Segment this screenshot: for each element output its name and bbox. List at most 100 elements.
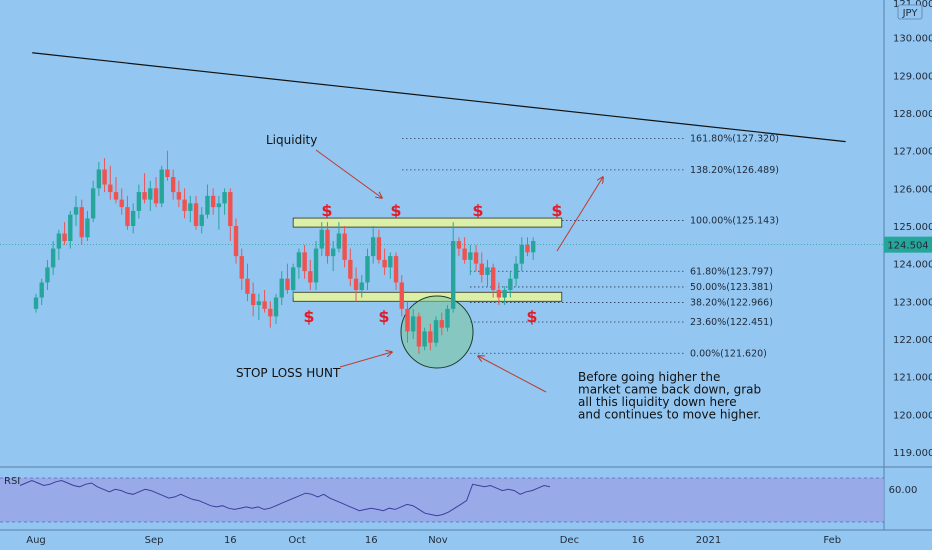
candle-down <box>210 195 216 208</box>
fib-level-label: 61.80%(123.797) <box>690 266 773 277</box>
candle-up <box>205 195 210 215</box>
fib-level-label: 38.20%(122.966) <box>690 298 773 309</box>
y-tick-label: 120.000 <box>893 410 932 421</box>
explanation-note-line: all this liquidity down here <box>578 395 737 409</box>
candle-up <box>45 267 50 283</box>
x-tick-label: Dec <box>560 535 579 546</box>
current-price-label: 124.504 <box>887 241 928 252</box>
liquidity-arrow <box>315 149 382 198</box>
current-price-tag <box>884 236 932 253</box>
candle-down <box>182 199 187 211</box>
candle-down <box>342 233 347 260</box>
candle-down <box>113 192 119 200</box>
candle-up <box>199 214 204 226</box>
candle-up <box>468 252 473 260</box>
candle-down <box>325 229 330 257</box>
candle-up <box>256 301 262 306</box>
candle-up <box>290 267 296 290</box>
target-arrow <box>556 177 603 252</box>
candle-down <box>473 252 479 264</box>
candle-up <box>136 192 142 211</box>
stop-loss-hunt-label: STOP LOSS HUNT <box>236 366 341 380</box>
candle-down <box>439 320 444 328</box>
candle-up <box>279 278 284 298</box>
liquidity-label: Liquidity <box>266 133 317 147</box>
x-tick-label: Nov <box>428 535 448 546</box>
candle-down <box>308 271 313 283</box>
candle-up <box>422 331 427 347</box>
y-tick-label: 128.000 <box>893 109 932 120</box>
candle-up <box>410 316 416 332</box>
liquidity-dollar-sign: $ <box>378 307 389 326</box>
candle-down <box>491 267 496 290</box>
x-tick-label: Oct <box>288 535 305 546</box>
candle-down <box>399 282 404 309</box>
candle-up <box>96 169 102 189</box>
y-tick-label: 122.000 <box>893 335 932 346</box>
fib-level-label: 138.20%(126.489) <box>690 165 779 176</box>
fib-level-label: 50.00%(123.381) <box>690 282 773 293</box>
candle-down <box>170 177 176 193</box>
candle-down <box>125 207 130 226</box>
candle-down <box>228 192 233 226</box>
y-tick-label: 126.000 <box>893 184 932 195</box>
explanation-note-line: and continues to move higher. <box>578 408 761 422</box>
candle-up <box>222 192 227 204</box>
currency-label: JPY <box>902 8 919 19</box>
candle-up <box>388 256 393 268</box>
x-tick-label: Aug <box>26 535 46 546</box>
y-tick-label: 123.000 <box>893 297 932 308</box>
explanation-note-line: Before going higher the <box>578 370 720 384</box>
liquidity-dollar-sign: $ <box>321 201 332 220</box>
candle-down <box>239 256 244 279</box>
candle-up <box>85 218 90 238</box>
candle-down <box>262 301 267 309</box>
candle-down <box>479 263 484 275</box>
candle-down <box>302 252 307 272</box>
x-tick-label: 16 <box>365 535 378 546</box>
candle-up <box>485 267 490 275</box>
x-tick-label: Feb <box>823 535 841 546</box>
candle-up <box>50 248 56 268</box>
fib-level-label: 100.00%(125.143) <box>690 216 779 227</box>
candle-up <box>531 241 536 253</box>
candle-down <box>462 248 467 260</box>
y-tick-label: 129.000 <box>893 71 932 82</box>
candle-up <box>330 248 336 257</box>
price-pane <box>0 0 884 467</box>
explanation-note-line: market came back down, grab <box>578 383 761 397</box>
candle-up <box>188 203 193 211</box>
liquidity-dollar-sign: $ <box>472 201 483 220</box>
candle-up <box>370 237 376 257</box>
candle-down <box>496 289 502 298</box>
x-tick-label: 2021 <box>696 535 721 546</box>
candle-down <box>285 278 290 290</box>
candle-down <box>268 308 273 317</box>
candle-down <box>376 237 382 260</box>
currency-badge <box>897 4 923 20</box>
candle-up <box>159 169 164 204</box>
resistance-zone <box>292 217 563 228</box>
candle-down <box>428 331 433 343</box>
candle-up <box>33 297 39 309</box>
rsi-band <box>0 478 884 522</box>
trendline <box>32 52 846 143</box>
x-tick-label: Sep <box>145 535 164 546</box>
rsi-tick-label: 60.00 <box>889 485 918 496</box>
candle-up <box>56 233 62 249</box>
candle-up <box>433 320 439 343</box>
candle-up <box>273 297 279 317</box>
candle-down <box>193 203 199 226</box>
candle-down <box>250 293 256 306</box>
liquidity-dollar-sign: $ <box>551 201 562 220</box>
candle-down <box>165 169 170 178</box>
candle-up <box>513 263 519 279</box>
candle-down <box>382 259 387 268</box>
candle-up <box>148 188 153 200</box>
candle-down <box>176 192 182 200</box>
y-tick-label: 119.000 <box>893 448 932 459</box>
candle-up <box>508 278 513 290</box>
price-axis <box>884 0 932 550</box>
